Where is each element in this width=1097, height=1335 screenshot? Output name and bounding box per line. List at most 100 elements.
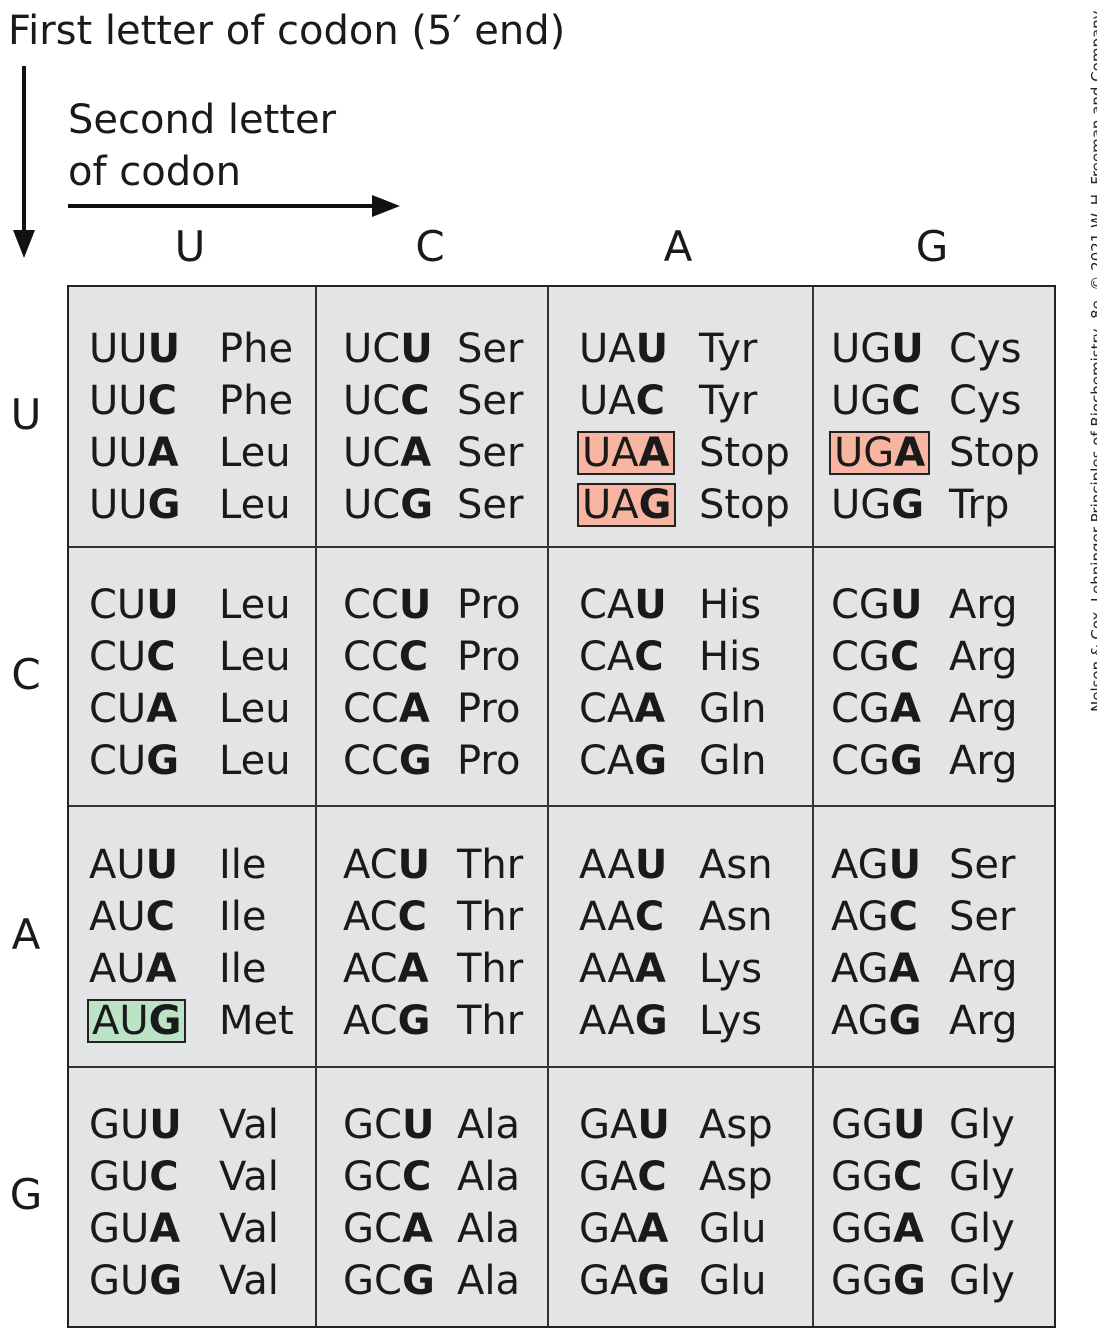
codon-prefix: CC [343, 738, 399, 784]
codon-prefix: GG [831, 1258, 893, 1304]
codon-third-letter: U [401, 1102, 435, 1148]
codon-prefix: AU [89, 946, 146, 992]
codon-prefix: AG [831, 894, 889, 940]
codon-prefix: AA [579, 946, 635, 992]
codon-ucg: UCG [343, 479, 433, 531]
codon-ggu: GGU [831, 1099, 925, 1151]
codon-ccu: CCU [343, 579, 431, 631]
codon-uac: UAC [579, 375, 665, 427]
amino-acid-cag: Gln [699, 738, 767, 784]
codon-prefix: CC [343, 634, 399, 680]
codon-prefix: CU [89, 686, 147, 732]
amino-acid-uac: Tyr [699, 378, 758, 424]
codon-third-letter: A [638, 430, 670, 476]
codon-third-letter: A [146, 686, 178, 732]
codon-cgu: CGU [831, 579, 922, 631]
codon-third-letter: U [146, 582, 179, 628]
codon-third-letter: G [148, 998, 182, 1044]
codon-cag: CAG [579, 735, 667, 787]
codon-uga: UGA [828, 431, 931, 475]
codon-aua: AUA [89, 943, 177, 995]
codon-third-letter: U [637, 1102, 670, 1148]
codon-uca: UCA [343, 427, 431, 479]
codon-aaa: AAA [579, 943, 666, 995]
codon-auc: AUC [89, 891, 175, 943]
codon-cac: CAC [579, 631, 664, 683]
codon-cuu: CUU [89, 579, 179, 631]
column-header-c: C [415, 222, 445, 271]
codon-third-letter: C [889, 634, 920, 680]
amino-acid-gag: Glu [699, 1258, 767, 1304]
codon-acc: ACC [343, 891, 427, 943]
amino-acid-aau: Asn [699, 842, 773, 888]
codon-third-letter: U [888, 842, 922, 888]
codon-third-letter: U [145, 842, 179, 888]
amino-acid-uua: Leu [219, 430, 291, 476]
codon-prefix: CC [343, 582, 399, 628]
codon-prefix: GG [831, 1154, 893, 1200]
codon-cuc: CUC [89, 631, 176, 683]
second-letter-label-line2: of codon [68, 149, 241, 195]
codon-third-letter: G [146, 738, 180, 784]
codon-gga: GGA [831, 1203, 924, 1255]
codon-prefix: CU [89, 582, 147, 628]
codon-third-letter: A [145, 946, 177, 992]
codon-aac: AAC [579, 891, 664, 943]
amino-acid-uca: Ser [457, 430, 524, 476]
codon-third-letter: A [888, 946, 920, 992]
codon-third-letter: U [397, 842, 431, 888]
codon-third-letter: A [893, 1206, 924, 1252]
amino-acid-uuu: Phe [219, 326, 294, 372]
codon-prefix: UC [343, 378, 401, 424]
codon-third-letter: C [147, 378, 177, 424]
codon-cau: CAU [579, 579, 667, 631]
codon-cgc: CGC [831, 631, 919, 683]
codon-acu: ACU [343, 839, 430, 891]
codon-prefix: GU [89, 1102, 150, 1148]
codon-third-letter: A [634, 946, 666, 992]
codon-third-letter: G [638, 482, 672, 528]
codon-third-letter: C [637, 1154, 667, 1200]
amino-acid-gcc: Ala [457, 1154, 520, 1200]
codon-third-letter: U [634, 842, 668, 888]
first-letter-label: First letter of codon (5′ end) [8, 8, 566, 54]
codon-acg: ACG [343, 995, 430, 1047]
codon-third-letter: U [147, 326, 181, 372]
amino-acid-agg: Arg [949, 998, 1018, 1044]
codon-prefix: CG [831, 686, 890, 732]
codon-third-letter: G [149, 1258, 183, 1304]
codon-aga: AGA [831, 943, 920, 995]
codon-prefix: UU [89, 482, 148, 528]
amino-acid-gga: Gly [949, 1206, 1015, 1252]
amino-acid-gua: Val [219, 1206, 279, 1252]
codon-third-letter: G [889, 738, 923, 784]
row-header-u: U [10, 390, 42, 439]
codon-third-letter: C [634, 634, 664, 680]
codon-third-letter: U [149, 1102, 182, 1148]
amino-acid-ccc: Pro [457, 634, 521, 680]
codon-third-letter: G [893, 1258, 926, 1304]
amino-acid-acu: Thr [457, 842, 524, 888]
column-header-a: A [663, 222, 693, 271]
codon-third-letter: A [147, 430, 179, 476]
codon-prefix: AG [831, 842, 889, 888]
codon-caa: CAA [579, 683, 665, 735]
codon-aca: ACA [343, 943, 429, 995]
codon-agg: AGG [831, 995, 922, 1047]
codon-ccc: CCC [343, 631, 428, 683]
codon-prefix: GA [579, 1154, 638, 1200]
codon-third-letter: A [637, 1206, 669, 1252]
codon-prefix: GC [343, 1258, 402, 1304]
amino-acid-aac: Asn [699, 894, 773, 940]
codon-prefix: UU [89, 326, 148, 372]
codon-third-letter: G [147, 482, 181, 528]
codon-prefix: CC [343, 686, 399, 732]
codon-prefix: GC [343, 1206, 402, 1252]
amino-acid-cua: Leu [219, 686, 291, 732]
codon-third-letter: C [398, 634, 429, 680]
codon-prefix: CG [831, 738, 890, 784]
codon-prefix: CU [89, 634, 147, 680]
codon-prefix: CA [579, 686, 635, 732]
down-arrow-icon [13, 66, 35, 258]
codon-prefix: UA [582, 430, 639, 476]
